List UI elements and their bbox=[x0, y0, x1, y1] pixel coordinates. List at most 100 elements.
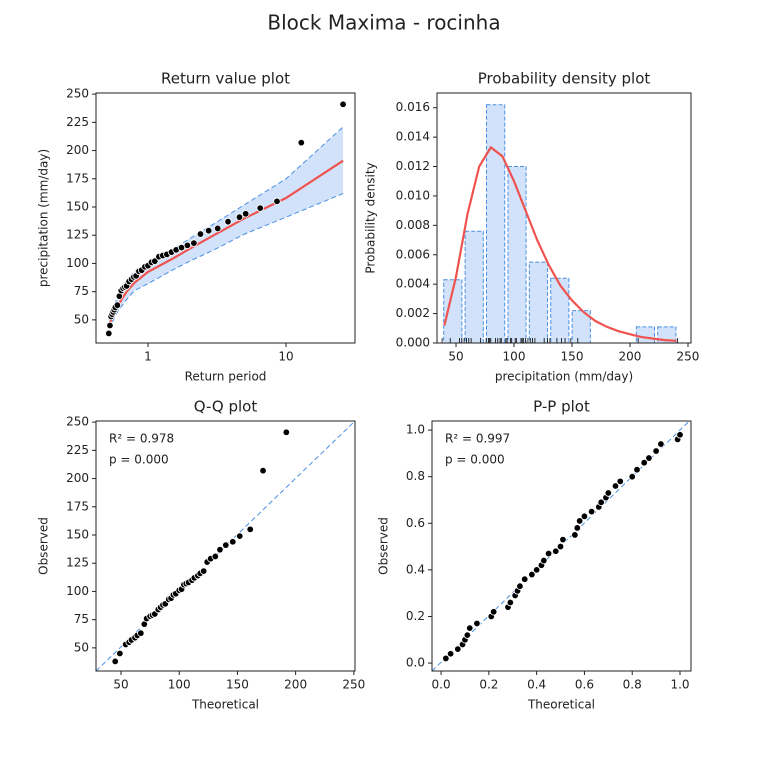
y-tick-label: 150 bbox=[66, 527, 89, 541]
x-tick-label: 100 bbox=[503, 350, 526, 364]
figure-title: Block Maxima - rocinha bbox=[267, 11, 500, 35]
point bbox=[466, 624, 474, 632]
point bbox=[229, 538, 237, 546]
point bbox=[199, 567, 208, 575]
point bbox=[116, 649, 124, 658]
point bbox=[339, 100, 347, 108]
annotation: R² = 0.978 bbox=[109, 432, 174, 446]
point bbox=[204, 226, 213, 235]
point bbox=[657, 440, 665, 448]
point bbox=[216, 545, 224, 554]
x-tick-label: 250 bbox=[342, 678, 365, 692]
point bbox=[580, 512, 589, 520]
bar bbox=[635, 326, 655, 344]
bar bbox=[528, 261, 549, 344]
x-tick-label: 0.6 bbox=[575, 678, 594, 692]
point bbox=[540, 556, 548, 565]
point bbox=[105, 329, 113, 338]
point bbox=[111, 657, 119, 666]
point bbox=[652, 447, 660, 455]
point bbox=[573, 524, 581, 532]
point bbox=[640, 459, 648, 467]
point bbox=[446, 650, 455, 658]
y-tick-label: 75 bbox=[74, 284, 89, 298]
y-tick-label: 0.000 bbox=[396, 336, 430, 350]
point bbox=[190, 239, 198, 247]
y-tick-label: 75 bbox=[74, 612, 89, 626]
y-tick-label: 175 bbox=[66, 171, 89, 185]
x-tick-label: 1 bbox=[144, 350, 152, 364]
point bbox=[473, 619, 481, 628]
x-axis-label: Return period bbox=[185, 370, 267, 384]
y-axis-label: Observed bbox=[37, 517, 51, 575]
annotation: p = 0.000 bbox=[445, 453, 505, 467]
point bbox=[521, 575, 529, 583]
point bbox=[183, 241, 192, 250]
x-axis-label: Theoretical bbox=[527, 698, 595, 712]
y-tick-label: 200 bbox=[66, 471, 89, 485]
y-tick-label: 0.4 bbox=[406, 562, 425, 576]
x-tick-label: 50 bbox=[448, 350, 463, 364]
y-tick-label: 100 bbox=[66, 256, 89, 270]
annotation: p = 0.000 bbox=[109, 453, 169, 467]
x-tick-label: 150 bbox=[226, 678, 249, 692]
y-tick-label: 0.008 bbox=[396, 218, 430, 232]
point bbox=[246, 525, 254, 534]
bar bbox=[464, 230, 484, 344]
x-tick-label: 0.4 bbox=[527, 678, 546, 692]
y-tick-label: 150 bbox=[66, 199, 89, 213]
axes-title: P-P plot bbox=[533, 398, 590, 416]
point bbox=[273, 197, 281, 206]
bar bbox=[550, 277, 570, 344]
x-axis-label: Theoretical bbox=[191, 698, 259, 712]
x-tick-label: 250 bbox=[677, 350, 700, 364]
bar bbox=[507, 166, 527, 344]
axes-title: Q-Q plot bbox=[194, 398, 258, 416]
point bbox=[604, 489, 613, 497]
point bbox=[196, 230, 205, 238]
point bbox=[552, 547, 560, 555]
x-tick-label: 200 bbox=[284, 678, 307, 692]
point bbox=[463, 631, 472, 639]
point bbox=[571, 531, 579, 539]
point bbox=[676, 431, 684, 439]
y-tick-label: 1.0 bbox=[406, 423, 425, 437]
y-tick-label: 0.2 bbox=[406, 609, 425, 623]
point bbox=[297, 138, 305, 147]
point bbox=[544, 549, 553, 558]
point bbox=[236, 532, 244, 540]
point bbox=[516, 582, 524, 590]
y-tick-label: 200 bbox=[66, 143, 89, 157]
point bbox=[235, 213, 244, 221]
point bbox=[616, 477, 624, 486]
point bbox=[587, 507, 596, 516]
band-lower bbox=[108, 193, 344, 330]
point bbox=[222, 541, 230, 549]
bar bbox=[486, 104, 506, 344]
y-tick-label: 0.006 bbox=[396, 247, 430, 261]
y-tick-label: 0.016 bbox=[396, 100, 430, 114]
point bbox=[454, 645, 462, 653]
point bbox=[442, 654, 450, 663]
point bbox=[256, 204, 264, 212]
model-line bbox=[107, 159, 344, 326]
point bbox=[106, 321, 114, 330]
y-tick-label: 225 bbox=[66, 443, 89, 457]
point bbox=[151, 257, 159, 265]
y-tick-label: 125 bbox=[66, 556, 89, 570]
y-tick-label: 0.002 bbox=[396, 306, 430, 320]
point bbox=[489, 608, 498, 616]
y-axis-label: precipitation (mm/day) bbox=[37, 149, 51, 287]
x-tick-label: 0.8 bbox=[623, 678, 642, 692]
point bbox=[597, 498, 605, 507]
x-tick-label: 0.2 bbox=[479, 678, 498, 692]
y-tick-label: 0.014 bbox=[396, 130, 430, 144]
y-tick-label: 250 bbox=[66, 87, 89, 101]
y-axis-label: Observed bbox=[377, 517, 391, 575]
x-tick-label: 150 bbox=[561, 350, 584, 364]
x-tick-label: 10 bbox=[278, 350, 293, 364]
y-tick-label: 0.8 bbox=[406, 469, 425, 483]
axes-frame bbox=[95, 420, 356, 672]
y-tick-label: 0.012 bbox=[396, 159, 430, 173]
